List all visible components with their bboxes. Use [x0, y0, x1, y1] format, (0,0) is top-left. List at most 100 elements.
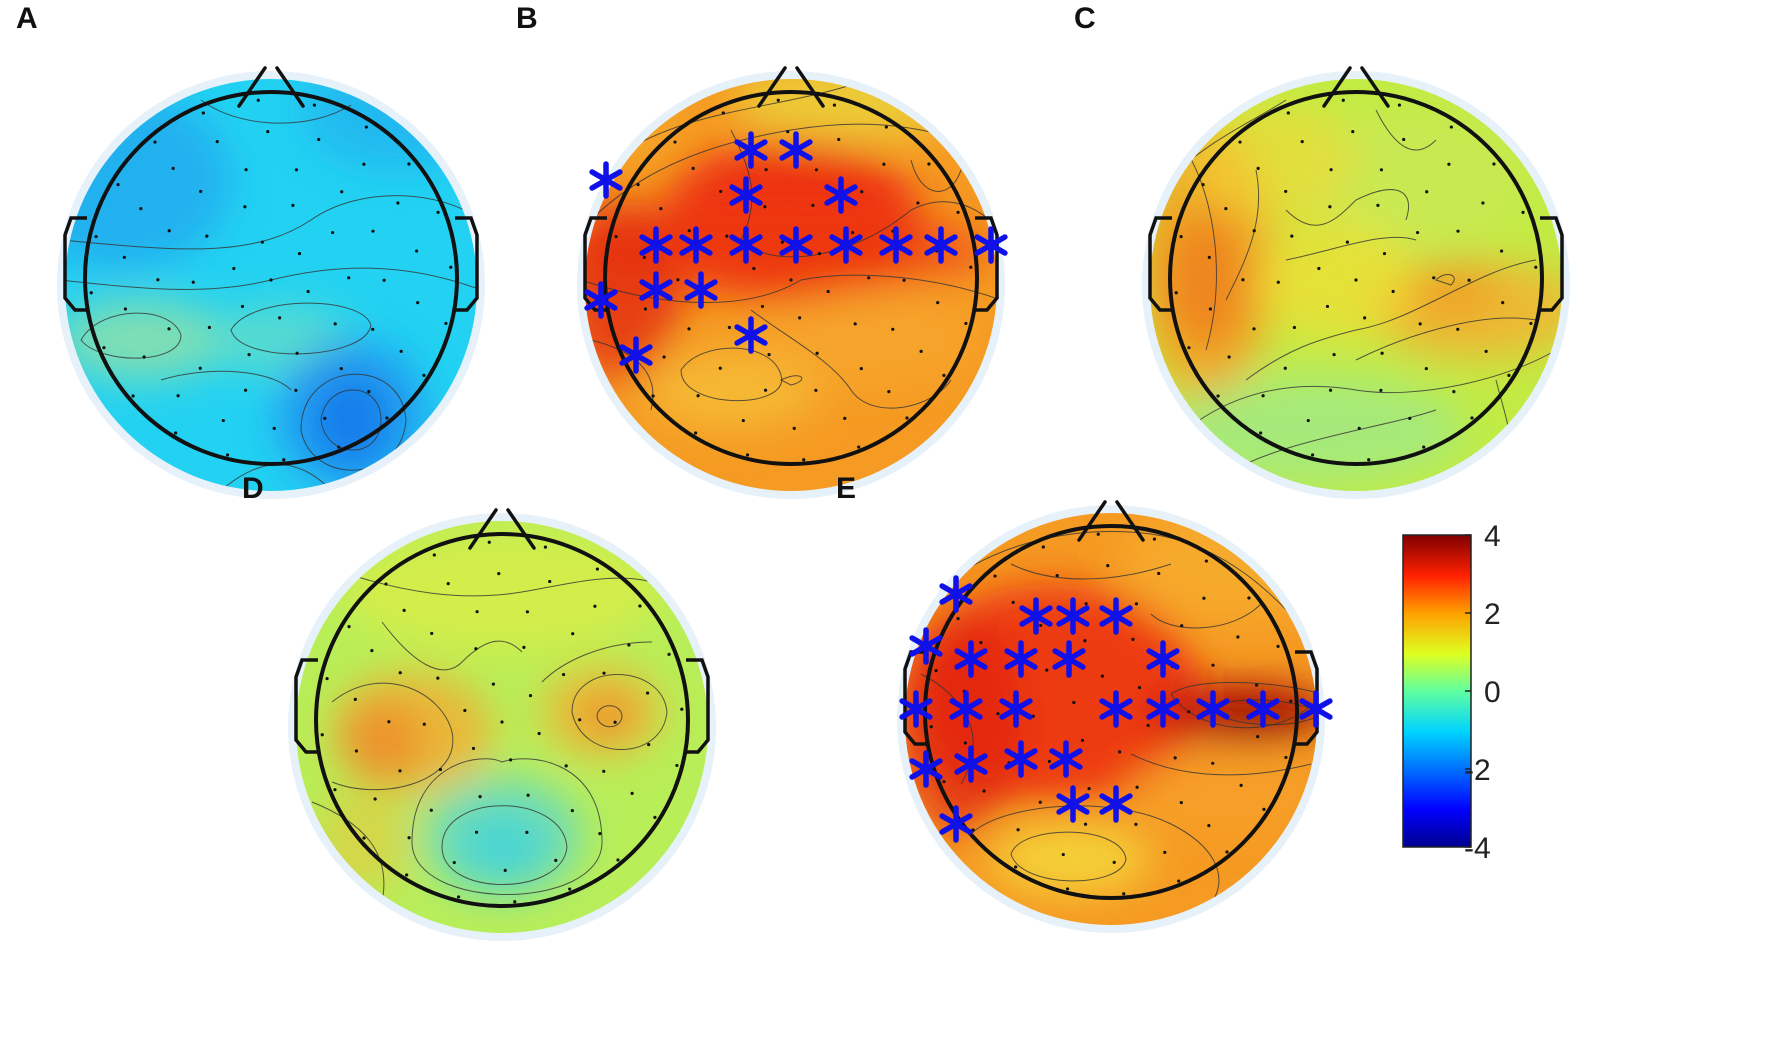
potential-region [761, 290, 981, 390]
electrode-dot [1415, 230, 1420, 235]
electrode-dot [802, 458, 806, 462]
electrode-dot [789, 278, 793, 282]
electrode-dot [780, 240, 784, 244]
contour-line [200, 99, 352, 124]
electrode-dot [638, 604, 642, 608]
contour-line [590, 339, 654, 411]
electrode-dot [430, 631, 434, 636]
electrode-dot [1041, 545, 1045, 549]
potential-region [1306, 110, 1526, 250]
contour-line [1170, 682, 1317, 729]
contour-line [1355, 317, 1537, 361]
electrode-dot [116, 183, 120, 187]
electrode-dot [776, 98, 780, 102]
electrode-dot [94, 234, 98, 239]
electrode-dot [429, 808, 433, 812]
electrode-dot [1354, 278, 1358, 282]
scalp-map [296, 521, 708, 933]
electrode-dot [1424, 366, 1428, 371]
significance-star-icon [639, 271, 673, 309]
electrode-dot [1083, 639, 1087, 643]
electrode-dot [1289, 699, 1293, 703]
left-ear-outline [294, 658, 320, 754]
electrode-dot [1256, 166, 1260, 170]
electrode-dot [694, 431, 698, 435]
significance-star-icon [899, 690, 933, 728]
electrode-dot [371, 229, 375, 233]
significance-star-icon [924, 226, 958, 264]
electrode-dot [1345, 240, 1349, 244]
electrode-dot [814, 388, 818, 392]
potential-region [582, 699, 632, 735]
electrode-dot [139, 206, 143, 211]
electrode-dot [347, 625, 351, 629]
electrode-dot [1328, 205, 1332, 209]
significance-star-icon [734, 316, 768, 354]
electrode-dot [1284, 189, 1288, 194]
electrode-dot [1456, 229, 1460, 233]
electrode-dot [1310, 453, 1315, 457]
electrode-dot [503, 868, 507, 872]
electrode-dot [438, 767, 443, 772]
electrode-dot [764, 168, 768, 172]
potential-region [65, 300, 226, 380]
significance-star-icon [639, 226, 673, 264]
electrode-dot [513, 900, 517, 904]
electrode-dot [1179, 234, 1183, 239]
electrode-dot [487, 540, 491, 544]
electrode-dot [1225, 850, 1229, 854]
electrode-dot [1080, 738, 1085, 743]
electrode-dot [1180, 624, 1184, 628]
electrode-dot [996, 712, 1000, 716]
electrode-dot [244, 168, 248, 172]
electrode-dot [449, 265, 453, 269]
electrode-dot [860, 190, 864, 194]
significance-star-icon [999, 690, 1033, 728]
electrode-dot [647, 742, 651, 747]
electrode-dot [370, 648, 374, 653]
contour-line [1010, 831, 1127, 882]
electrode-dot [561, 672, 566, 677]
electrode-dot [882, 162, 886, 166]
contour-line [1150, 603, 1262, 629]
electrode-dot [1470, 416, 1474, 420]
electrode-dot [1284, 755, 1288, 760]
electrode-dot [942, 780, 946, 784]
electrode-dot [1367, 458, 1371, 462]
contour-line [590, 123, 992, 221]
electrode-dot [979, 640, 983, 645]
electrode-dot [1016, 828, 1020, 832]
electrode-dot [956, 210, 960, 214]
contour-line [381, 621, 523, 671]
contour-line [230, 302, 372, 355]
electrode-dot [528, 693, 533, 698]
electrode-dot [1072, 700, 1076, 705]
contour-line [341, 571, 693, 603]
electrode-dot [867, 276, 871, 280]
electrode-dot [598, 832, 602, 836]
electrode-dot [398, 769, 402, 773]
electrode-dot [256, 98, 260, 102]
significance-star-icon [974, 226, 1008, 264]
electrode-dot [446, 582, 450, 586]
electrode-dot [131, 394, 135, 398]
electrode-dot [676, 278, 680, 282]
electrode-dot [595, 567, 599, 571]
electrode-dot [1499, 249, 1504, 253]
electrode-dot [474, 830, 479, 834]
contour-line [311, 801, 385, 903]
electrode-dot [1432, 276, 1436, 280]
electrode-dot [691, 166, 695, 170]
electrode-dot [667, 652, 671, 656]
electrode-dot [942, 373, 946, 377]
electrode-dot [1425, 190, 1429, 194]
electrode-dot [1135, 785, 1139, 789]
electrode-dot [687, 229, 691, 233]
electrode-dot [478, 794, 482, 799]
contour-line [779, 375, 803, 386]
electrode-dot [1300, 140, 1304, 144]
electrode-dot [260, 240, 264, 244]
significance-star-icon [909, 750, 943, 788]
electrode-dot [339, 366, 343, 371]
electrode-dot [1292, 325, 1297, 330]
